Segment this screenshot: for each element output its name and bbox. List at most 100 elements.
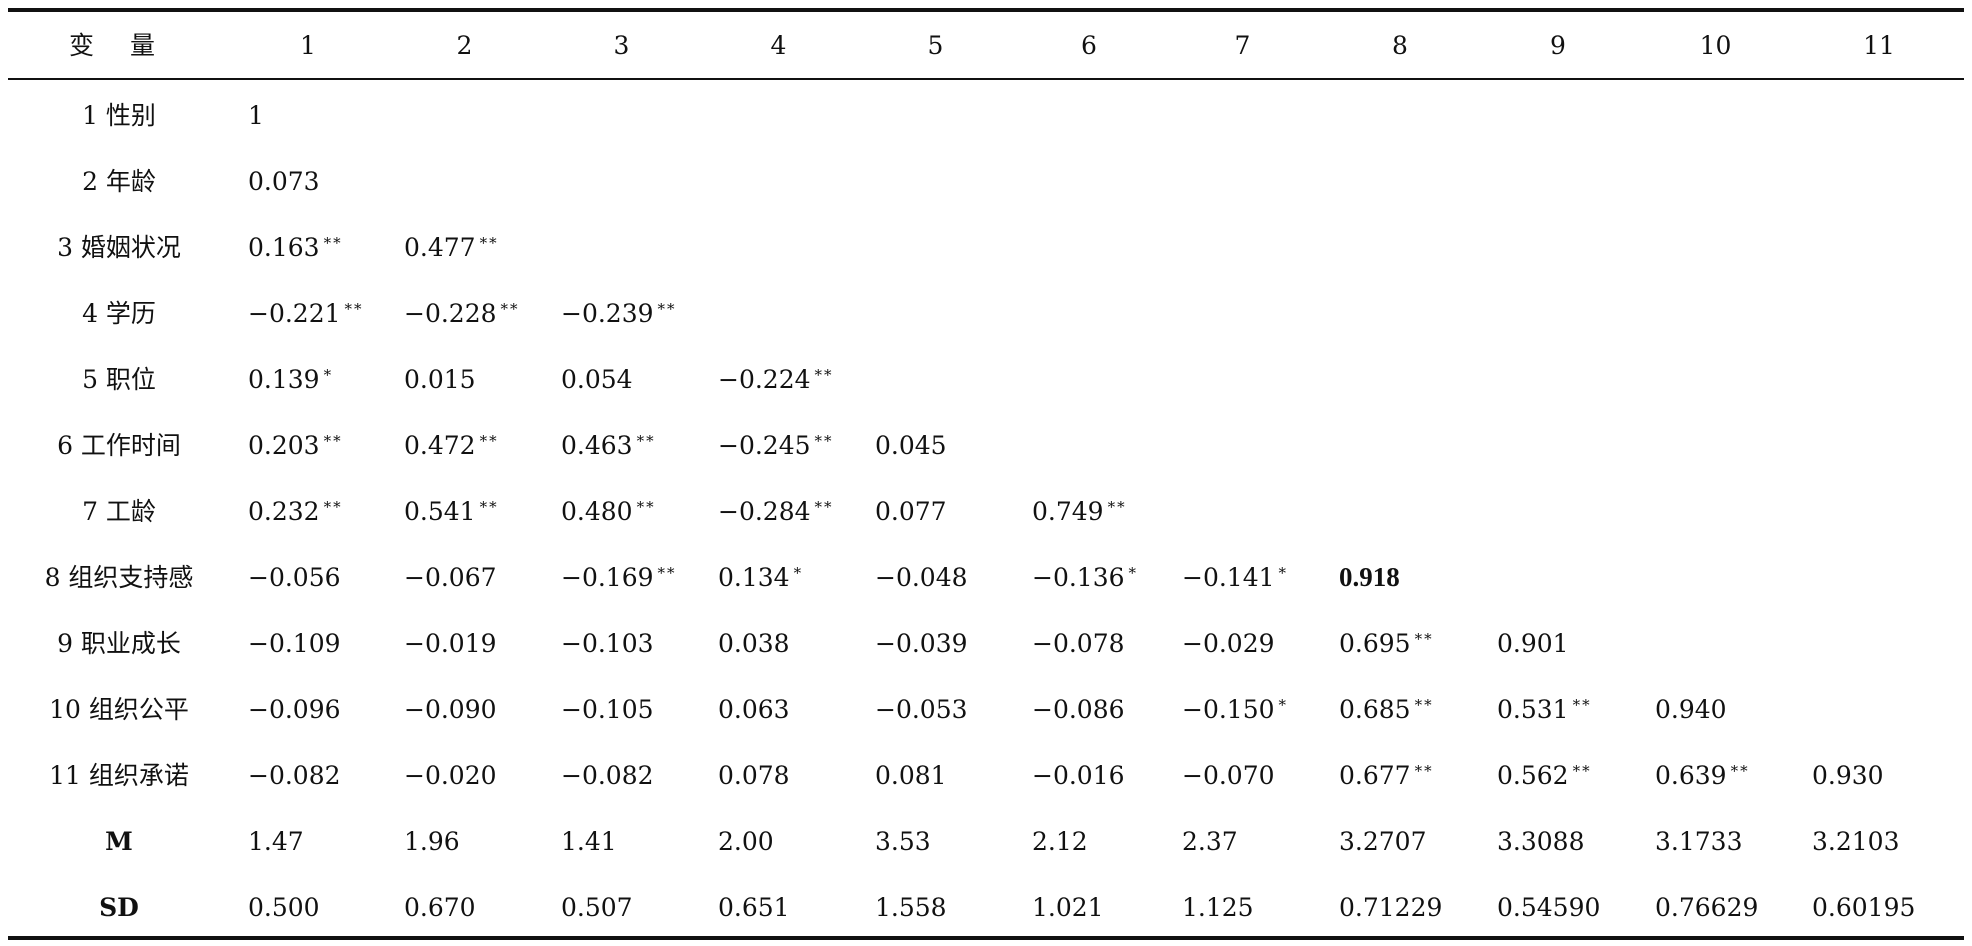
cell-value: 0.930 xyxy=(1812,760,1884,790)
table-row: 1 性别 1 xyxy=(8,78,1964,148)
row-label: 1 性别 xyxy=(82,100,156,130)
cell-value: −0.067 xyxy=(404,562,497,592)
empty-cell xyxy=(1164,148,1321,214)
header-row: 变 量 1 2 3 4 5 6 7 8 9 10 11 xyxy=(8,12,1964,78)
empty-cell xyxy=(1794,478,1964,544)
header-col: 5 xyxy=(927,30,944,60)
cell-value: −0.105 xyxy=(561,694,654,724)
cell-value: −0.039 xyxy=(875,628,968,658)
empty-cell xyxy=(1321,478,1479,544)
cell-value: 0.71229 xyxy=(1339,892,1443,922)
empty-cell xyxy=(386,78,543,148)
row-label: 10 组织公平 xyxy=(49,694,189,724)
correlation-table: 变 量 1 2 3 4 5 6 7 8 9 10 11 1 性别 1 2 年龄 0.0… xyxy=(8,12,1964,940)
table-cell: 0.507 xyxy=(543,874,700,940)
significance-marker: * xyxy=(1128,563,1139,582)
table-cell: −0.245 ** xyxy=(700,412,857,478)
table-cell: 0.677 ** xyxy=(1321,742,1479,808)
table-cell: 0.670 xyxy=(386,874,543,940)
table-cell: −0.048 xyxy=(857,544,1014,610)
table-cell: 0.639 ** xyxy=(1637,742,1794,808)
table-cell: −0.053 xyxy=(857,676,1014,742)
table-cell: 0.71229 xyxy=(1321,874,1479,940)
cell-value: −0.082 xyxy=(561,760,654,790)
cell-value: −0.221 xyxy=(248,298,341,328)
cell-value: 3.53 xyxy=(875,826,931,856)
cell-value: 1.47 xyxy=(248,826,304,856)
cell-value: 2.00 xyxy=(718,826,774,856)
table-cell: −0.136 * xyxy=(1014,544,1164,610)
table-row: 9 职业成长 −0.109 −0.019 −0.103 0.038 −0.039 −0.07… xyxy=(8,610,1964,676)
table-cell: 0.60195 xyxy=(1794,874,1964,940)
empty-cell xyxy=(543,148,700,214)
significance-marker: ** xyxy=(1414,695,1434,714)
table-cell: 3.2707 xyxy=(1321,808,1479,874)
table-cell: 0.695 ** xyxy=(1321,610,1479,676)
cell-value: 0.232 xyxy=(248,496,320,526)
table-cell: −0.078 xyxy=(1014,610,1164,676)
cell-value: 0.472 xyxy=(404,430,476,460)
empty-cell xyxy=(1479,544,1637,610)
table-cell: 0.930 xyxy=(1794,742,1964,808)
cell-value: −0.096 xyxy=(248,694,341,724)
empty-cell xyxy=(857,78,1014,148)
cell-value: 3.2707 xyxy=(1339,826,1427,856)
cell-value: 0.685 xyxy=(1339,694,1411,724)
significance-marker: ** xyxy=(636,431,656,450)
table-cell: −0.020 xyxy=(386,742,543,808)
empty-cell xyxy=(543,214,700,280)
cell-value: −0.090 xyxy=(404,694,497,724)
table-cell: 3.1733 xyxy=(1637,808,1794,874)
table-cell: −0.169 ** xyxy=(543,544,700,610)
cell-value: 3.1733 xyxy=(1655,826,1743,856)
cell-value: 2.12 xyxy=(1032,826,1088,856)
significance-marker: ** xyxy=(1414,629,1434,648)
cell-value: 0.480 xyxy=(561,496,633,526)
table-cell: 0.472 ** xyxy=(386,412,543,478)
header-col: 9 xyxy=(1550,30,1566,60)
cell-value: −0.086 xyxy=(1032,694,1125,724)
cell-value: 2.37 xyxy=(1182,826,1238,856)
empty-cell xyxy=(1164,214,1321,280)
cell-value: 0.063 xyxy=(718,694,790,724)
empty-cell xyxy=(1164,78,1321,148)
table-cell: −0.029 xyxy=(1164,610,1321,676)
table-cell: 0.139 * xyxy=(230,346,386,412)
empty-cell xyxy=(1637,148,1794,214)
table-cell: −0.109 xyxy=(230,610,386,676)
significance-marker: * xyxy=(1278,563,1289,582)
significance-marker: ** xyxy=(479,431,499,450)
row-label: 5 职位 xyxy=(82,364,156,394)
table-row: M 1.47 1.96 1.41 2.00 3.53 2.12 2.37 3.2707 3.308… xyxy=(8,808,1964,874)
cell-value: 0.463 xyxy=(561,430,633,460)
top-rule xyxy=(8,8,1964,12)
header-col: 6 xyxy=(1081,30,1097,60)
table-cell: 0.541 ** xyxy=(386,478,543,544)
cell-value: 0.76629 xyxy=(1655,892,1759,922)
cell-value: 0.562 xyxy=(1497,760,1569,790)
table-cell: −0.239 ** xyxy=(543,280,700,346)
row-label: 8 组织支持感 xyxy=(44,562,194,592)
empty-cell xyxy=(1794,610,1964,676)
empty-cell xyxy=(1014,280,1164,346)
significance-marker: ** xyxy=(1572,761,1592,780)
cell-value: −0.169 xyxy=(561,562,654,592)
cell-value: 0.139 xyxy=(248,364,320,394)
table-cell: 0.078 xyxy=(700,742,857,808)
cell-value: 0.134 xyxy=(718,562,790,592)
empty-cell xyxy=(1164,346,1321,412)
header-rule xyxy=(8,78,1964,80)
table-cell: 3.2103 xyxy=(1794,808,1964,874)
table-cell: 0.651 xyxy=(700,874,857,940)
cell-value: −0.103 xyxy=(561,628,654,658)
table-cell: −0.067 xyxy=(386,544,543,610)
row-label: 6 工作时间 xyxy=(57,430,181,460)
significance-marker: ** xyxy=(657,299,677,318)
table-cell: 0.081 xyxy=(857,742,1014,808)
empty-cell xyxy=(1794,346,1964,412)
empty-cell xyxy=(1014,412,1164,478)
cell-value: 0.940 xyxy=(1655,694,1727,724)
table-cell: 2.12 xyxy=(1014,808,1164,874)
cell-value: 0.639 xyxy=(1655,760,1727,790)
significance-marker: ** xyxy=(500,299,520,318)
